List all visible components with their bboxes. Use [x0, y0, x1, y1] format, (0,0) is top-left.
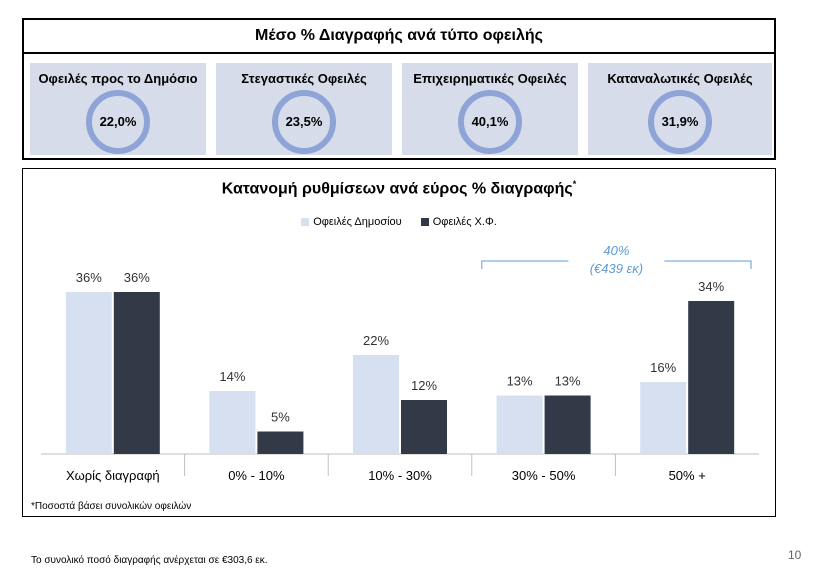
data-label: 16%: [650, 360, 676, 375]
kpi-value: 22,0%: [86, 90, 150, 154]
legend-swatch: [420, 218, 429, 227]
legend-label: Οφειλές Χ.Φ.: [432, 216, 497, 228]
data-label: 13%: [507, 374, 533, 389]
kpi-label: Στεγαστικές Οφειλές: [241, 71, 367, 86]
x-tick-label: 0% - 10%: [228, 468, 285, 483]
bar-public: [65, 292, 112, 454]
footnote: *Ποσοστά βάσει συνολικών οφειλών: [31, 501, 192, 512]
data-label: 12%: [411, 378, 437, 393]
data-label: 22%: [363, 333, 389, 348]
data-label: 13%: [555, 374, 581, 389]
bar-private: [544, 395, 591, 454]
kpi-card-business-debt: Επιχειρηματικές Οφειλές 40,1%: [402, 63, 578, 155]
x-tick-label: 50% +: [669, 468, 706, 483]
bar-public: [209, 391, 256, 454]
kpi-value: 23,5%: [272, 90, 336, 154]
bar-private: [257, 431, 304, 454]
legend-label: Οφειλές Δημοσίου: [313, 216, 402, 228]
kpi-card-mortgage-debt: Στεγαστικές Οφειλές 23,5%: [216, 63, 392, 155]
kpi-label: Οφειλές προς το Δημόσιο: [38, 71, 198, 86]
kpi-label: Επιχειρηματικές Οφειλές: [413, 71, 567, 86]
data-label: 36%: [124, 270, 150, 285]
x-tick-label: 30% - 50%: [512, 468, 576, 483]
chart-title-marker: *: [572, 179, 577, 189]
bar-private: [113, 292, 160, 454]
bar-private: [688, 301, 735, 454]
chart-legend: Οφειλές Δημοσίου Οφειλές Χ.Φ.: [23, 216, 775, 228]
bar-public: [353, 355, 399, 454]
bar-public: [496, 395, 543, 454]
x-tick-label: 10% - 30%: [368, 468, 432, 483]
annotation-value: 40%: [603, 243, 629, 258]
bar-chart: 36% 36% Χωρίς διαγραφή 14% 5% 0% - 10% 22% 12% 1…: [41, 243, 759, 483]
kpi-card-public-debt: Οφειλές προς το Δημόσιο 22,0%: [30, 63, 206, 155]
data-label: 14%: [219, 369, 245, 384]
annotation-amount: (€439 εκ): [590, 261, 643, 276]
legend-item-private: Οφειλές Χ.Φ.: [420, 216, 497, 228]
kpi-card-consumer-debt: Καταναλωτικές Οφειλές 31,9%: [588, 63, 772, 155]
bar-private: [401, 400, 447, 454]
data-label: 36%: [76, 270, 102, 285]
kpi-value: 31,9%: [648, 90, 712, 154]
data-label: 34%: [698, 279, 724, 294]
distribution-chart-panel: Κατανομή ρυθμίσεων ανά εύρος % διαγραφής…: [22, 168, 776, 517]
annotation-bracket-left: [481, 260, 569, 269]
page-number: 10: [788, 548, 802, 562]
chart-title: Κατανομή ρυθμίσεων ανά εύρος % διαγραφής…: [23, 179, 775, 198]
kpi-label: Καταναλωτικές Οφειλές: [607, 71, 753, 86]
legend-swatch: [301, 218, 310, 227]
average-writeoff-title: Μέσο % Διαγραφής ανά τύπο οφειλής: [24, 20, 774, 54]
footer-text: Το συνολικό ποσό διαγραφής ανέρχεται σε …: [31, 555, 268, 566]
annotation-bracket-right: [664, 260, 752, 269]
kpi-value: 40,1%: [458, 90, 522, 154]
data-label: 5%: [271, 410, 290, 425]
bar-public: [640, 382, 687, 454]
x-tick-label: Χωρίς διαγραφή: [66, 468, 160, 483]
chart-title-text: Κατανομή ρυθμίσεων ανά εύρος % διαγραφής: [221, 180, 573, 198]
legend-item-public: Οφειλές Δημοσίου: [301, 216, 402, 228]
average-writeoff-panel: Μέσο % Διαγραφής ανά τύπο οφειλής Οφειλέ…: [22, 18, 776, 160]
